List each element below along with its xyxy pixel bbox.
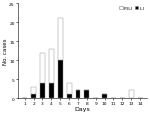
Bar xyxy=(129,91,134,98)
Bar xyxy=(49,49,54,83)
X-axis label: Days: Days xyxy=(75,106,90,111)
Bar xyxy=(67,83,72,94)
Bar xyxy=(58,61,63,98)
Bar xyxy=(75,91,80,98)
Bar xyxy=(102,94,107,98)
Legend: P-ILI, ILI: P-ILI, ILI xyxy=(119,6,145,11)
Bar xyxy=(58,19,63,61)
Bar xyxy=(67,94,72,98)
Bar xyxy=(31,87,36,94)
Bar xyxy=(49,83,54,98)
Bar xyxy=(40,53,45,83)
Bar xyxy=(40,83,45,98)
Bar xyxy=(84,91,89,98)
Bar xyxy=(31,94,36,98)
Y-axis label: No. cases: No. cases xyxy=(3,38,8,64)
